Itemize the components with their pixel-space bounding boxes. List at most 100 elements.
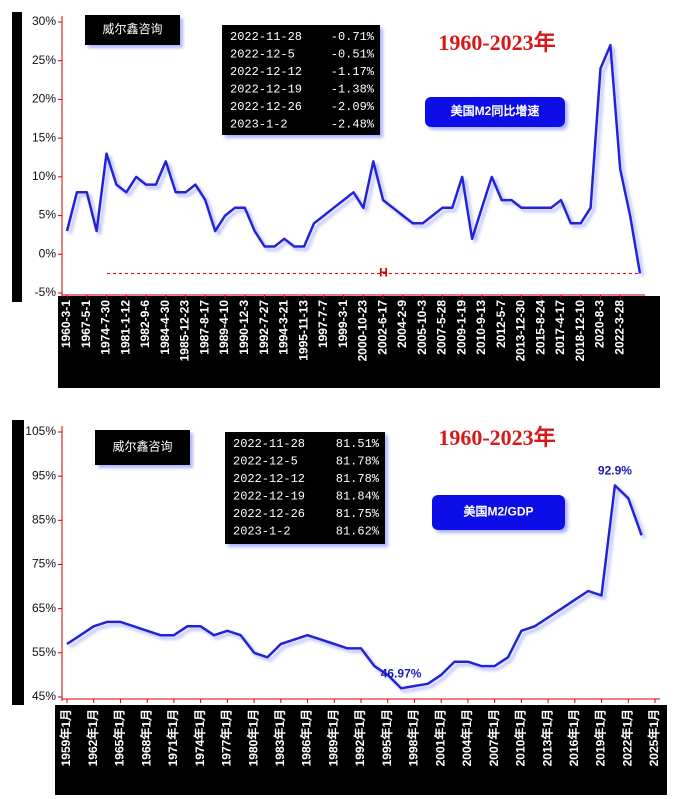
- x-tick-label: 2004-2-9: [395, 300, 409, 348]
- x-tick-label: 2017-4-17: [553, 300, 567, 355]
- subtitle-badge: [425, 97, 565, 127]
- x-tick-label: 1994-3-21: [277, 300, 291, 355]
- table-date: 2022-12-5: [230, 48, 295, 62]
- chart-title: 1960-2023年: [438, 30, 555, 55]
- x-tick-label: 2009-1-19: [454, 300, 468, 355]
- chart-subtitle: 美国M2同比增速: [451, 103, 540, 118]
- x-tick-label: 1974-7-30: [99, 300, 113, 355]
- table-box: [225, 432, 385, 544]
- x-tick-label: 1968年1月: [138, 709, 153, 766]
- x-tick-label: 1967-5-1: [79, 300, 93, 348]
- chart-subtitle: 美国M2/GDP: [463, 504, 533, 519]
- table-date: 2022-12-19: [233, 490, 305, 504]
- data-line: [66, 484, 643, 690]
- table-date: 2022-11-28: [230, 30, 302, 44]
- x-tick-label: 2022-3-28: [612, 300, 626, 355]
- y-tick-label: 25%: [32, 53, 56, 67]
- x-tick-label: 1999-3-1: [336, 300, 350, 348]
- table-value: 81.78%: [336, 455, 380, 469]
- x-tick-label: 2019年1月: [593, 709, 608, 766]
- table-value: 81.51%: [336, 437, 380, 451]
- table-value: -0.51%: [331, 48, 375, 62]
- x-tick-label: 1998年1月: [406, 709, 421, 766]
- x-tick-label: 2013年1月: [539, 709, 554, 766]
- x-tick-label: 1987-8-17: [197, 300, 211, 355]
- x-tick-label: 2016年1月: [566, 709, 581, 766]
- x-tick-label: 1984-4-30: [158, 300, 172, 355]
- source: 威尔鑫咨询: [102, 21, 162, 36]
- x-tick-label: 2001年1月: [432, 709, 447, 766]
- chart-title: 1960-2023年: [438, 425, 555, 450]
- y-tick-label: 65%: [32, 601, 56, 615]
- x-tick-label: 2004年1月: [459, 709, 474, 766]
- y-tick-label: 0%: [39, 246, 57, 260]
- y-tick-label: 20%: [32, 92, 56, 106]
- x-tick-label: 2010年1月: [513, 709, 528, 766]
- axis-strip: [12, 12, 22, 302]
- x-tick-label: 1989-4-10: [217, 300, 231, 355]
- y-tick-label: 10%: [32, 169, 56, 183]
- y-tick-label: 105%: [25, 424, 56, 438]
- x-tick-label: 1995年1月: [379, 709, 394, 766]
- y-tick-label: 5%: [39, 208, 57, 222]
- x-tick-label: 1989年1月: [325, 709, 340, 766]
- x-tick-label: 2022年1月: [619, 709, 634, 766]
- y-tick-label: -5%: [35, 285, 57, 299]
- value-label: 92.9%: [598, 464, 632, 478]
- y-tick-label: 55%: [32, 645, 56, 659]
- x-tick-label: 2007年1月: [486, 709, 501, 766]
- table-value: -2.48%: [331, 118, 375, 132]
- source: 威尔鑫咨询: [112, 439, 172, 454]
- x-tick-label: 1986年1月: [299, 709, 314, 766]
- subtitle-badge: [432, 495, 565, 530]
- x-tick-label: 2005-10-3: [415, 300, 429, 355]
- x-tick-label: 2007-5-28: [435, 300, 449, 355]
- y-tick-label: 15%: [32, 130, 56, 144]
- table-value: 81.78%: [336, 472, 380, 486]
- table-date: 2022-11-28: [233, 437, 305, 451]
- table-value: -1.38%: [331, 83, 375, 97]
- table-value: -1.17%: [331, 65, 375, 79]
- table-value: 81.75%: [336, 507, 380, 521]
- table-value: -2.09%: [331, 100, 375, 114]
- x-tick-label: 1962年1月: [85, 709, 100, 766]
- value-label: 46.97%: [381, 666, 422, 680]
- x-tick-label: 2013-12-30: [514, 300, 528, 362]
- table-date: 2022-12-5: [233, 455, 298, 469]
- x-tick-label: 1971年1月: [165, 709, 180, 766]
- source-box: [85, 15, 180, 45]
- y-tick-label: 95%: [32, 468, 56, 482]
- table-date: 2023-1-2: [233, 525, 291, 539]
- y-tick-label: 75%: [32, 557, 56, 571]
- x-tick-label: 1977年1月: [219, 709, 234, 766]
- table-date: 2022-12-26: [233, 507, 305, 521]
- table-date: 2022-12-26: [230, 100, 302, 114]
- x-tick-label: 2015-8-24: [533, 300, 547, 355]
- source-box: [95, 430, 190, 465]
- table-value: 81.84%: [336, 490, 380, 504]
- table-date: 2023-1-2: [230, 118, 288, 132]
- y-tick-label: 45%: [32, 689, 56, 703]
- x-tick-label: 1983年1月: [272, 709, 287, 766]
- table-box: [222, 25, 380, 135]
- x-tick-label: 1992年1月: [352, 709, 367, 766]
- x-tick-label: 2020-8-3: [593, 300, 607, 348]
- x-tick-label: 1985-12-23: [178, 300, 192, 362]
- table-date: 2022-12-12: [230, 65, 302, 79]
- table-date: 2022-12-19: [230, 83, 302, 97]
- reference-label: H: [379, 266, 388, 280]
- axis-strip: [12, 420, 24, 705]
- x-tick-label: 2002-6-17: [375, 300, 389, 355]
- x-tick-label: 1974年1月: [192, 709, 207, 766]
- data-line: [65, 43, 642, 274]
- x-tick-label: 1982-9-6: [138, 300, 152, 348]
- x-label-band: [55, 705, 667, 795]
- y-tick-label: 85%: [32, 513, 56, 527]
- x-tick-label: 2025年1月: [646, 709, 661, 766]
- x-tick-label: 1965年1月: [112, 709, 127, 766]
- x-tick-label: 1997-7-7: [316, 300, 330, 348]
- x-tick-label: 2000-10-23: [356, 300, 370, 362]
- x-tick-label: 1992-7-27: [257, 300, 271, 355]
- table-date: 2022-12-12: [233, 472, 305, 486]
